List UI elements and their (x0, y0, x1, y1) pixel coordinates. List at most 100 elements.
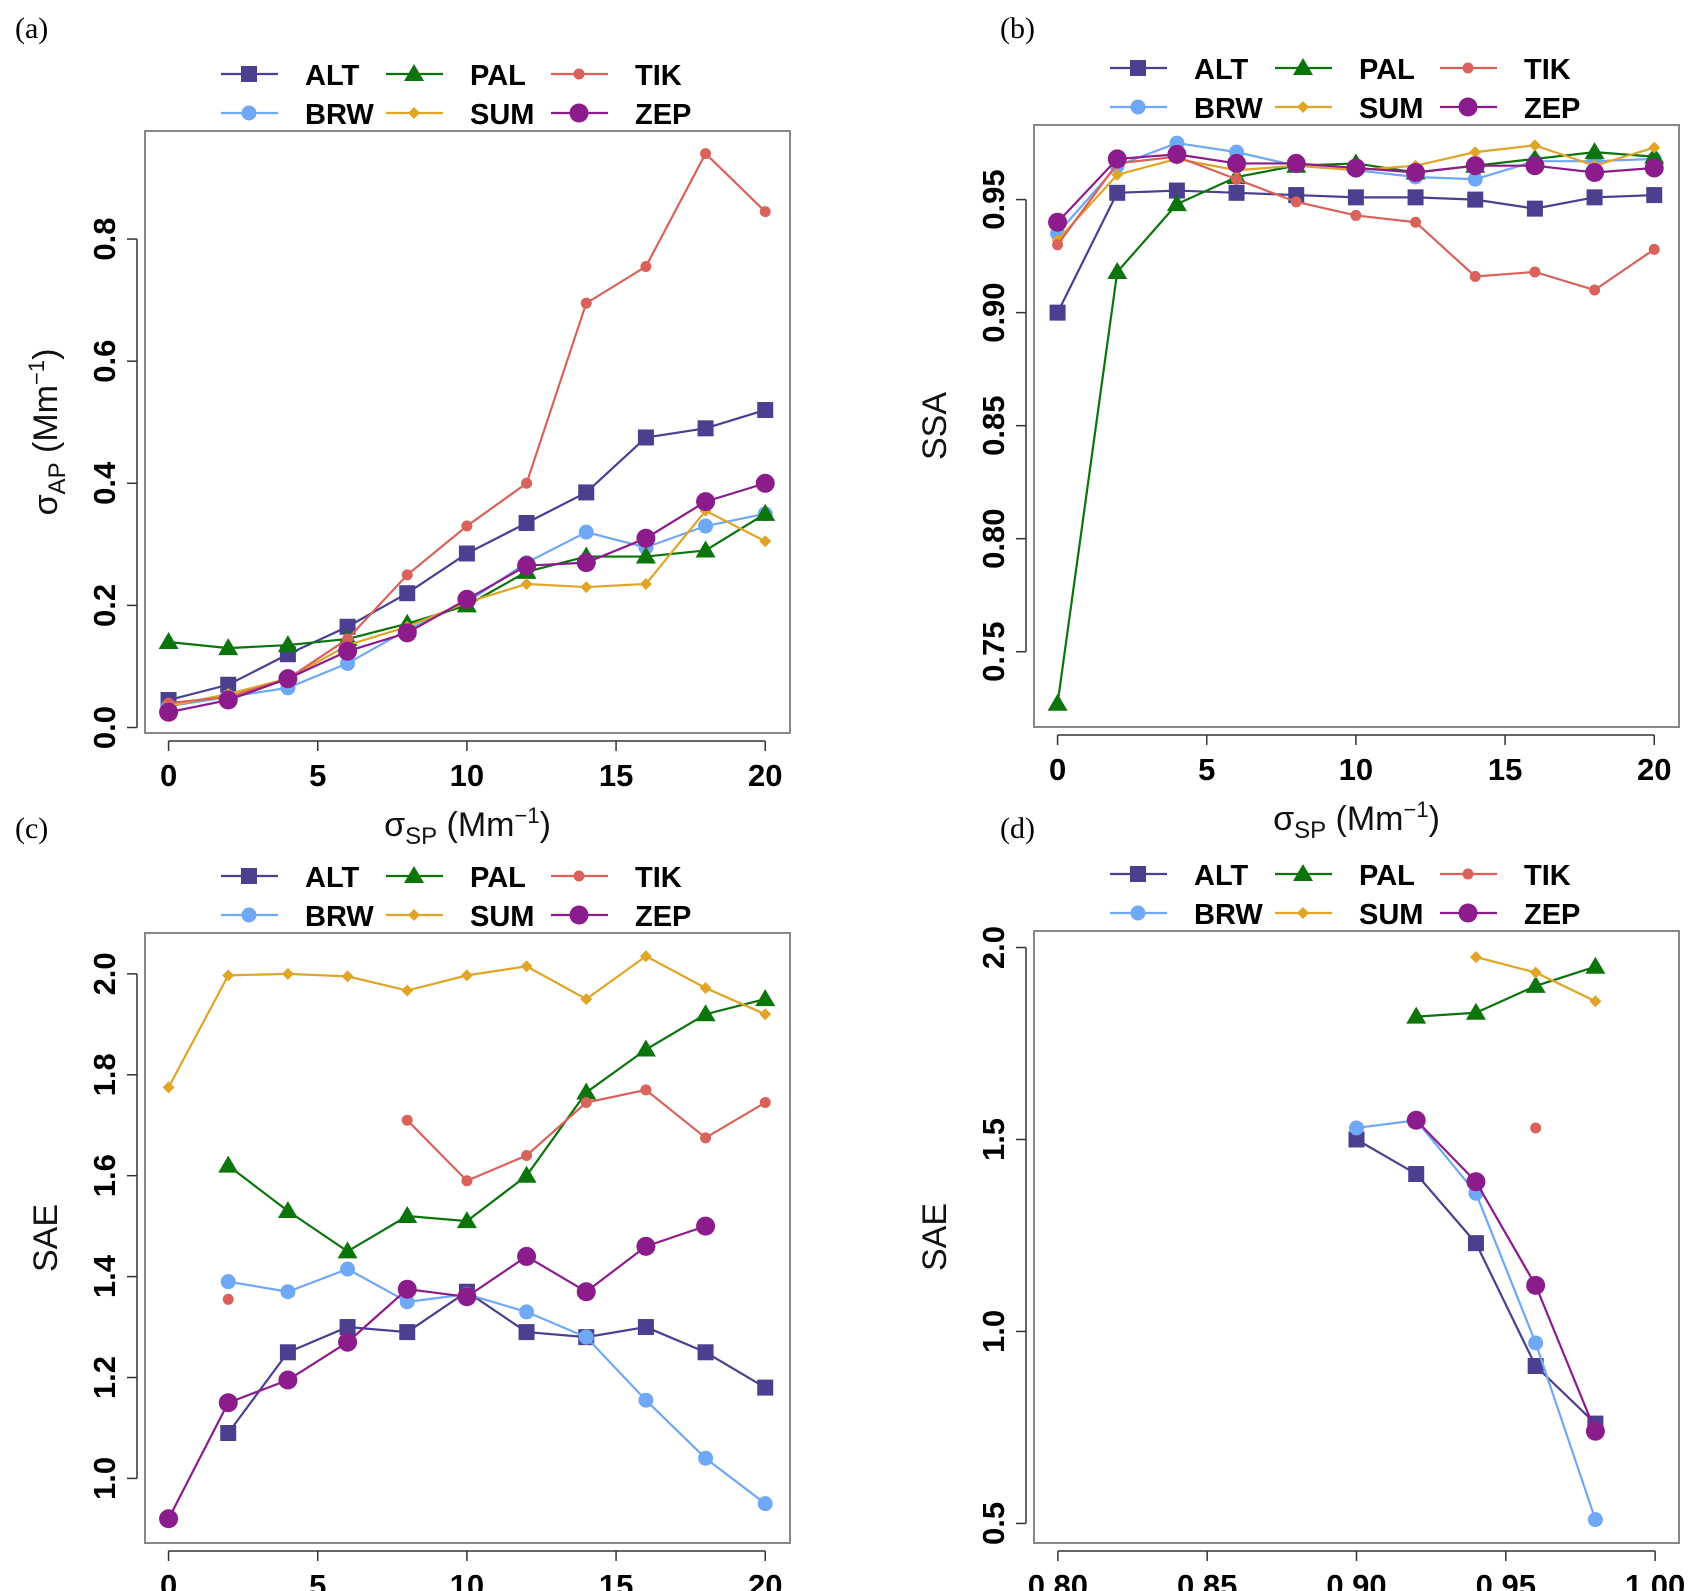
panel-label: (c) (15, 812, 48, 845)
series-line-alt (1056, 189, 1655, 314)
data-point-sum (281, 967, 294, 980)
legend-item-alt: ALT (1110, 54, 1249, 86)
panel-label: (a) (15, 12, 48, 45)
y-tick-label: 1.6 (87, 1154, 122, 1197)
legend-item-pal: PAL (386, 862, 526, 894)
data-point-brw (698, 1450, 714, 1466)
data-point-zep (397, 1279, 417, 1299)
data-point-pal (1166, 194, 1187, 212)
data-point-alt (1408, 1166, 1425, 1183)
data-point-tik (521, 477, 533, 489)
data-point-sum (460, 969, 473, 982)
x-tick-label: 1.00 (1625, 1568, 1685, 1591)
data-point-alt (1348, 1131, 1365, 1148)
legend-item-pal: PAL (1275, 54, 1415, 86)
y-axis-label: σAP (Mm−1) (24, 349, 71, 516)
series-tik (163, 148, 771, 709)
data-point-tik (640, 261, 652, 273)
data-point-zep (1465, 156, 1485, 176)
y-tick-label: 1.2 (87, 1356, 122, 1399)
series-brw (220, 1261, 773, 1512)
data-point-pal (1525, 975, 1546, 993)
legend-marker (1297, 101, 1309, 113)
data-point-brw (1349, 1120, 1364, 1136)
panel-d: (d)0.800.850.900.951.000.51.01.52.0SSASA… (916, 812, 1685, 1591)
legend-marker (1462, 868, 1474, 880)
data-point-pal (516, 1165, 537, 1183)
y-axis: 0.5 1.0 1.5 2.0 (976, 926, 1027, 1545)
data-point-tik (401, 1114, 413, 1126)
series-tik (222, 1084, 771, 1305)
legend-label: TIK (635, 60, 682, 92)
data-point-zep (1406, 1110, 1426, 1130)
y-tick-label: 2.0 (976, 926, 1011, 969)
data-point-zep (576, 553, 596, 573)
legend-item-brw: BRW (1110, 899, 1263, 931)
data-point-tik (580, 1097, 592, 1109)
data-point-alt (697, 420, 714, 437)
data-point-tik (759, 206, 771, 218)
y-tick-label: 1.8 (87, 1053, 122, 1096)
x-tick-label: 10 (450, 1568, 484, 1591)
x-axis-label-close: ) (540, 806, 551, 844)
data-point-zep (457, 1287, 477, 1307)
data-point-pal (1406, 1006, 1427, 1024)
x-axis-label: σSP (Mm−1) (1273, 797, 1440, 844)
data-point-brw (220, 1274, 236, 1290)
data-point-sum (520, 960, 533, 973)
data-point-tik (759, 1097, 771, 1109)
legend-label: ZEP (635, 901, 691, 933)
legend: ALT PAL TIK BRW SUM ZEP (1110, 54, 1580, 125)
data-point-pal (1107, 261, 1128, 279)
data-point-alt (757, 402, 774, 419)
data-point-zep (517, 556, 537, 576)
data-point-sum (162, 1081, 175, 1094)
data-point-tik (1052, 239, 1064, 251)
x-tick-label: 0 (160, 1568, 177, 1591)
x-axis-label-subscript: SP (1294, 817, 1326, 844)
y-axis-label: SAE (916, 1203, 954, 1271)
data-point-alt (1646, 187, 1663, 204)
data-point-sum (1469, 146, 1482, 159)
legend-marker (573, 870, 585, 882)
data-point-alt (220, 676, 237, 693)
data-point-brw (578, 524, 594, 540)
data-point-tik (1290, 196, 1302, 208)
legend-label: PAL (1359, 54, 1415, 86)
data-point-pal (695, 540, 716, 558)
legend-label: PAL (470, 862, 526, 894)
series-tik (1530, 1122, 1542, 1134)
x-tick-label: 5 (309, 758, 326, 793)
legend-item-alt: ALT (1110, 860, 1249, 892)
data-point-sum (1469, 951, 1482, 964)
data-point-zep (1048, 212, 1068, 232)
data-point-alt (578, 484, 595, 501)
legend-marker (573, 68, 585, 80)
data-point-alt (1228, 184, 1245, 201)
y-tick-label: 0.8 (87, 218, 122, 261)
data-point-alt (637, 429, 654, 446)
data-point-zep (636, 1236, 656, 1256)
y-tick-label: 0.75 (976, 622, 1011, 682)
x-tick-label: 15 (599, 1568, 633, 1591)
legend-marker (1293, 58, 1313, 75)
series-line-zep (1415, 1119, 1597, 1432)
data-point-zep (159, 702, 179, 722)
data-point-zep (1346, 158, 1366, 178)
data-point-zep (1585, 1421, 1605, 1441)
data-point-tik (640, 1084, 652, 1096)
data-point-alt (518, 1324, 535, 1341)
x-axis-label-unit: (Mm (437, 806, 514, 844)
y-axis-label-text: SAE (916, 1203, 954, 1271)
x-tick-label: 0 (160, 758, 177, 793)
legend-marker (241, 105, 257, 121)
data-point-zep (636, 528, 656, 548)
legend-marker (1458, 903, 1478, 923)
plot-frame (1033, 124, 1680, 728)
x-tick-label: 5 (309, 1568, 326, 1591)
legend-marker (241, 907, 257, 923)
data-point-zep (1526, 1275, 1546, 1295)
legend-item-tik: TIK (551, 862, 682, 894)
x-tick-label: 0.90 (1326, 1568, 1386, 1591)
